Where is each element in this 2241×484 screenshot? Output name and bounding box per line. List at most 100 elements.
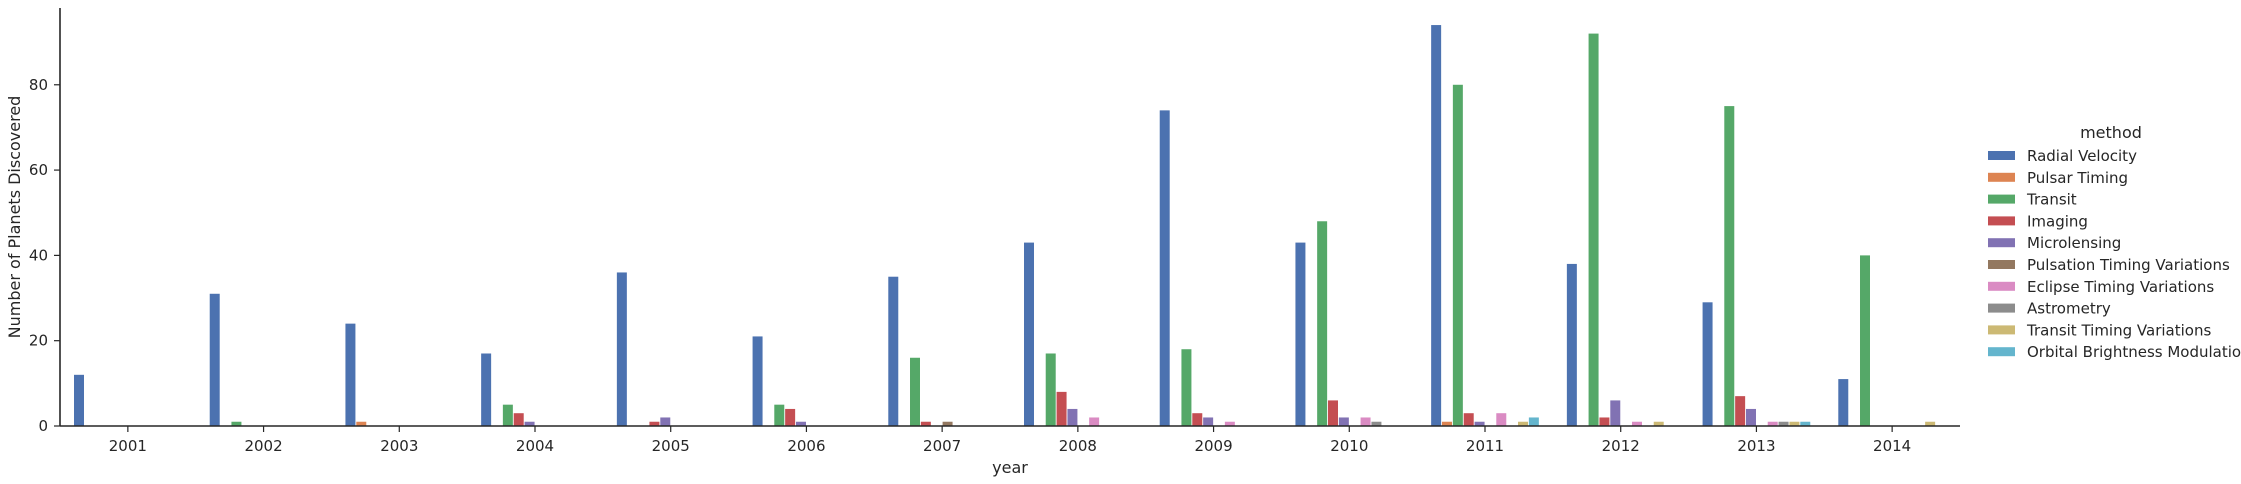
x-tick-label: 2014 (1873, 437, 1911, 455)
legend-swatch (1988, 347, 2015, 357)
legend-swatch (1988, 325, 2015, 335)
bar-2007-transit (910, 357, 920, 426)
legend-swatch (1988, 216, 2015, 226)
y-tick-label: 20 (29, 332, 48, 350)
bar-2003-radial-velocity (345, 323, 356, 426)
legend-swatch (1988, 172, 2015, 182)
bar-2013-orbital-brightness-modulation (1800, 421, 1811, 426)
x-ticks: 2001 2002 2003 2004 2005 2006 2007 2008 2009 2010… (109, 426, 1911, 455)
bar-2004-transit (502, 404, 513, 426)
legend-label: Radial Velocity (2027, 147, 2137, 165)
bar-2007-pulsation-timing-variations (942, 421, 953, 426)
bar-2010-astrometry (1371, 421, 1382, 426)
x-tick-label: 2001 (109, 437, 147, 455)
x-tick-label: 2008 (1059, 437, 1097, 455)
legend-swatch (1988, 303, 2015, 313)
y-tick-label: 60 (29, 161, 48, 179)
bars-layer (74, 25, 1936, 427)
x-tick-label: 2011 (1466, 437, 1504, 455)
y-tick-label: 80 (29, 76, 48, 94)
bar-2010-eclipse-timing-variations (1360, 417, 1371, 426)
bar-2009-imaging (1192, 413, 1203, 426)
bar-2012-eclipse-timing-variations (1632, 421, 1642, 426)
x-tick-label: 2009 (1194, 437, 1232, 455)
bar-2010-imaging (1328, 400, 1338, 426)
bar-2007-imaging (920, 421, 931, 426)
bar-2011-transit-timing-variations (1518, 421, 1528, 426)
legend-swatch (1988, 194, 2015, 204)
x-tick-label: 2007 (923, 437, 961, 455)
bar-2009-radial-velocity (1159, 110, 1170, 427)
bar-2013-astrometry (1778, 421, 1789, 426)
bar-2006-microlensing (796, 421, 806, 426)
y-axis-title: Number of Planets Discovered (5, 96, 24, 339)
x-tick-label: 2010 (1330, 437, 1368, 455)
legend: method Radial Velocity Pulsar Timing Trans… (1988, 123, 2241, 361)
x-tick-label: 2006 (787, 437, 825, 455)
x-tick-label: 2012 (1602, 437, 1640, 455)
bar-2012-radial-velocity (1566, 263, 1577, 426)
bar-2012-microlensing (1610, 400, 1621, 426)
bar-2012-imaging (1599, 417, 1610, 426)
legend-label: Imaging (2027, 212, 2088, 230)
y-tick-label: 40 (29, 246, 48, 264)
bar-2014-transit (1860, 255, 1870, 426)
x-tick-label: 2002 (244, 437, 282, 455)
bar-2003-pulsar-timing (356, 421, 367, 426)
bar-2010-radial-velocity (1295, 242, 1306, 426)
bar-2013-eclipse-timing-variations (1767, 421, 1778, 426)
bar-2009-transit (1181, 349, 1192, 426)
bar-2013-radial-velocity (1702, 302, 1713, 426)
legend-title: method (2080, 123, 2142, 142)
bar-2006-radial-velocity (752, 336, 763, 426)
bar-2011-orbital-brightness-modulation (1528, 417, 1539, 426)
bar-2004-microlensing (524, 421, 535, 426)
legend-swatch (1988, 238, 2015, 248)
legend-label: Eclipse Timing Variations (2027, 278, 2214, 296)
bar-2007-radial-velocity (888, 276, 899, 426)
bar-2004-imaging (513, 413, 524, 426)
bar-2008-transit (1045, 353, 1056, 426)
legend-label: Astrometry (2027, 300, 2111, 318)
x-tick-label: 2005 (652, 437, 690, 455)
x-axis-title: year (992, 458, 1028, 477)
bar-2010-transit (1317, 221, 1328, 426)
bar-2011-microlensing (1474, 421, 1485, 426)
legend-swatch (1988, 281, 2015, 291)
bar-2008-imaging (1056, 391, 1067, 426)
legend-label: Transit Timing Variations (2026, 321, 2211, 339)
bar-2005-radial-velocity (616, 272, 627, 426)
bar-2008-radial-velocity (1024, 242, 1034, 426)
bar-2013-microlensing (1746, 408, 1756, 426)
bar-2011-imaging (1463, 413, 1474, 426)
bar-2006-transit (774, 404, 785, 426)
bar-2009-eclipse-timing-variations (1224, 421, 1235, 426)
bar-2002-radial-velocity (209, 293, 220, 426)
y-ticks: 0 20 40 60 80 (29, 76, 60, 435)
bar-2013-transit-timing-variations (1789, 421, 1800, 426)
bar-2001-radial-velocity (74, 374, 84, 426)
bar-2011-radial-velocity (1431, 25, 1442, 427)
bar-2004-radial-velocity (481, 353, 492, 426)
legend-label: Pulsar Timing (2027, 169, 2128, 187)
legend-label: Transit (2026, 191, 2077, 209)
legend-label: Orbital Brightness Modulation (2027, 343, 2241, 361)
bar-2002-transit (231, 421, 242, 426)
bar-2011-pulsar-timing (1442, 421, 1452, 426)
bar-2011-transit (1452, 84, 1463, 426)
bar-2012-transit-timing-variations (1653, 421, 1664, 426)
x-tick-label: 2004 (516, 437, 554, 455)
bar-2013-imaging (1735, 396, 1746, 426)
x-tick-label: 2003 (380, 437, 418, 455)
bar-2008-eclipse-timing-variations (1089, 417, 1100, 426)
legend-swatch (1988, 260, 2015, 269)
x-tick-label: 2013 (1737, 437, 1775, 455)
bar-2005-imaging (649, 421, 660, 426)
bar-2012-transit (1588, 33, 1599, 427)
bar-2008-microlensing (1067, 408, 1078, 426)
bar-2006-imaging (785, 408, 796, 426)
bar-2014-transit-timing-variations (1925, 421, 1936, 426)
bar-2011-eclipse-timing-variations (1496, 413, 1507, 426)
bar-2014-radial-velocity (1838, 379, 1849, 426)
